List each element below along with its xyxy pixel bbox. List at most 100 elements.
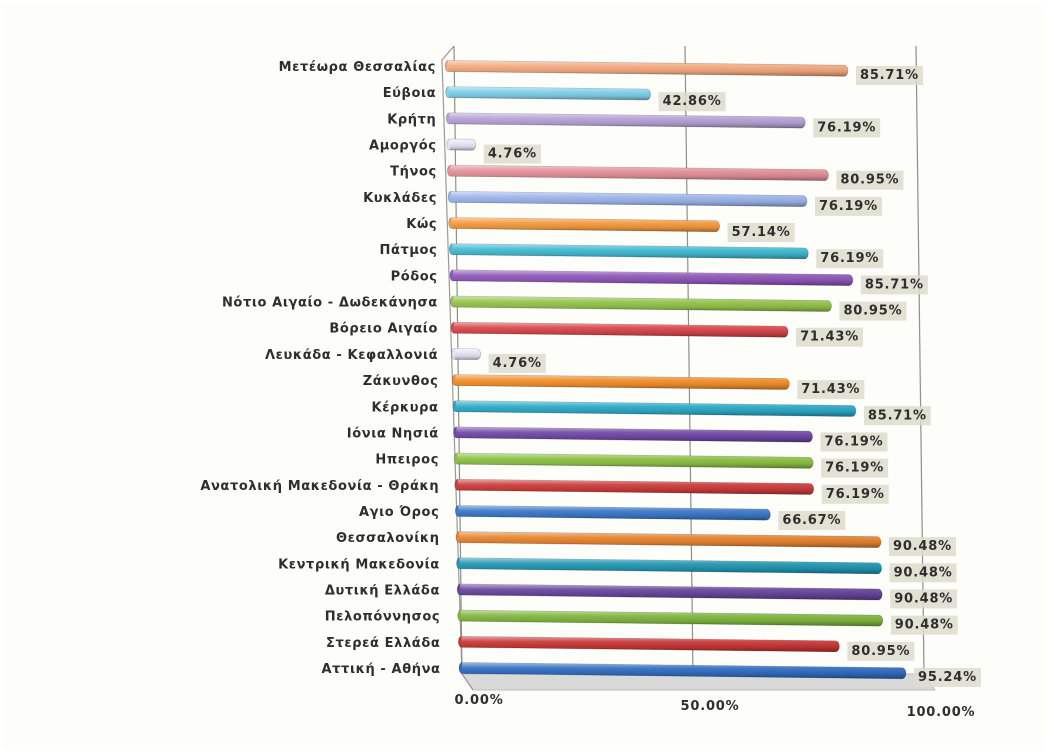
bar-shade bbox=[454, 348, 481, 360]
category-label: Κυκλάδες bbox=[363, 191, 437, 206]
gridline bbox=[453, 45, 463, 675]
category-label: Ανατολική Μακεδονία - Θράκη bbox=[200, 479, 439, 494]
value-label-box bbox=[847, 641, 915, 661]
value-label: 76.19% bbox=[820, 251, 879, 266]
value-label: 80.95% bbox=[843, 304, 902, 319]
category-label: Μετέωρα Θεσσαλίας bbox=[279, 60, 436, 75]
category-label: Λευκάδα - Κεφαλλονιά bbox=[265, 348, 438, 363]
labels-layer: 0.00% 50.00% 100.00% 85.71% Μετέωρα Θεσσαλία… bbox=[200, 60, 981, 720]
bar-shade bbox=[455, 374, 790, 390]
value-label: 90.48% bbox=[895, 618, 954, 633]
category-label: Πελοπόννησος bbox=[325, 610, 440, 625]
category-label: Κρήτη bbox=[387, 112, 436, 127]
bar-shade bbox=[448, 86, 651, 101]
bar-shade bbox=[454, 322, 789, 338]
category-label: Δυτική Ελλάδα bbox=[325, 583, 440, 598]
category-label: Ρόδος bbox=[391, 269, 438, 284]
value-label: 71.43% bbox=[800, 330, 859, 345]
bar-shade bbox=[458, 505, 771, 521]
bar-shade bbox=[451, 191, 808, 207]
value-label-box bbox=[820, 432, 888, 452]
category-label: Νότιο Αιγαίο - Δωδεκάνησα bbox=[222, 296, 438, 311]
bars-layer bbox=[444, 60, 907, 680]
value-label-box bbox=[889, 563, 957, 583]
value-label-box bbox=[488, 353, 546, 373]
bar-shade bbox=[462, 662, 907, 679]
category-label: Ζάκυνθος bbox=[363, 374, 439, 389]
value-label-box bbox=[815, 196, 882, 216]
bar bbox=[454, 478, 815, 495]
value-label: 90.48% bbox=[893, 539, 952, 554]
category-label: Τήνος bbox=[390, 165, 437, 180]
bar-shade bbox=[450, 165, 829, 181]
bar-shade bbox=[457, 453, 814, 469]
value-label-box bbox=[796, 327, 864, 347]
bar bbox=[450, 295, 832, 312]
value-label: 95.24% bbox=[918, 670, 977, 685]
value-label: 76.19% bbox=[825, 461, 884, 476]
value-label-box bbox=[821, 484, 889, 504]
value-label: 90.48% bbox=[894, 565, 953, 580]
value-label: 57.14% bbox=[732, 225, 791, 240]
value-label-box bbox=[890, 615, 958, 635]
bar-shade bbox=[452, 269, 853, 286]
value-label-box bbox=[914, 668, 981, 687]
category-label: Αττική - Αθήνα bbox=[322, 662, 441, 677]
bar bbox=[445, 86, 651, 101]
bar bbox=[457, 609, 884, 627]
chart-svg: 0.00% 50.00% 100.00% 85.71% Μετέωρα Θεσσαλία… bbox=[200, 45, 981, 720]
value-label: 85.71% bbox=[860, 68, 919, 83]
bar bbox=[456, 583, 883, 601]
value-label-box bbox=[888, 537, 956, 557]
bar-shade bbox=[460, 610, 883, 627]
bar bbox=[453, 452, 814, 469]
gridline bbox=[684, 45, 694, 675]
bar-shade bbox=[453, 296, 832, 312]
category-label: Κεντρική Μακεδονία bbox=[278, 557, 440, 572]
value-label: 4.76% bbox=[488, 147, 537, 162]
bar bbox=[450, 321, 789, 338]
bar bbox=[455, 505, 771, 521]
bar-shade bbox=[461, 636, 840, 652]
x-tick-label: 0.00% bbox=[454, 693, 503, 708]
category-label: Βόρειο Αιγαίο bbox=[329, 322, 438, 337]
category-label: Εύβοια bbox=[383, 86, 437, 101]
bar-shade bbox=[449, 139, 476, 151]
category-label: Θεσσαλονίκη bbox=[336, 531, 440, 546]
bar bbox=[452, 400, 857, 417]
category-label: Κώς bbox=[406, 217, 437, 232]
bar-shade bbox=[458, 531, 881, 548]
bar bbox=[449, 269, 854, 286]
value-label-box bbox=[797, 380, 865, 400]
bar bbox=[453, 426, 813, 443]
bar-shade bbox=[457, 479, 814, 495]
x-tick-label: 100.00% bbox=[907, 705, 976, 720]
bar-shade bbox=[452, 243, 809, 259]
bar bbox=[458, 662, 907, 680]
bar bbox=[448, 217, 720, 233]
bar-shade bbox=[449, 112, 806, 129]
bar bbox=[444, 60, 849, 77]
value-label-box bbox=[839, 301, 907, 321]
category-label: Ιόνια Νησιά bbox=[347, 426, 439, 441]
value-label-box bbox=[816, 249, 884, 269]
value-label-box bbox=[836, 170, 904, 190]
category-label: Πάτμος bbox=[379, 243, 437, 258]
value-label: 42.86% bbox=[663, 94, 722, 109]
chart-frame: 0.00% 50.00% 100.00% 85.71% Μετέωρα Θεσσαλία… bbox=[4, 4, 1043, 750]
value-label-box bbox=[778, 510, 846, 530]
value-label-box bbox=[821, 458, 889, 478]
value-label: 71.43% bbox=[801, 382, 860, 397]
category-label: Αγιο Όρος bbox=[359, 505, 439, 520]
value-label: 90.48% bbox=[894, 591, 953, 606]
value-label: 76.19% bbox=[826, 487, 885, 502]
category-label: Κέρκυρα bbox=[372, 400, 439, 415]
bar bbox=[447, 164, 829, 182]
category-label: Στερεά Ελλάδα bbox=[326, 636, 440, 651]
bar-shade bbox=[455, 400, 856, 417]
value-label: 85.71% bbox=[868, 408, 927, 423]
category-label: Αμοργός bbox=[369, 139, 437, 154]
bar bbox=[456, 557, 882, 575]
bar-shade bbox=[460, 583, 883, 600]
bar bbox=[451, 374, 790, 390]
